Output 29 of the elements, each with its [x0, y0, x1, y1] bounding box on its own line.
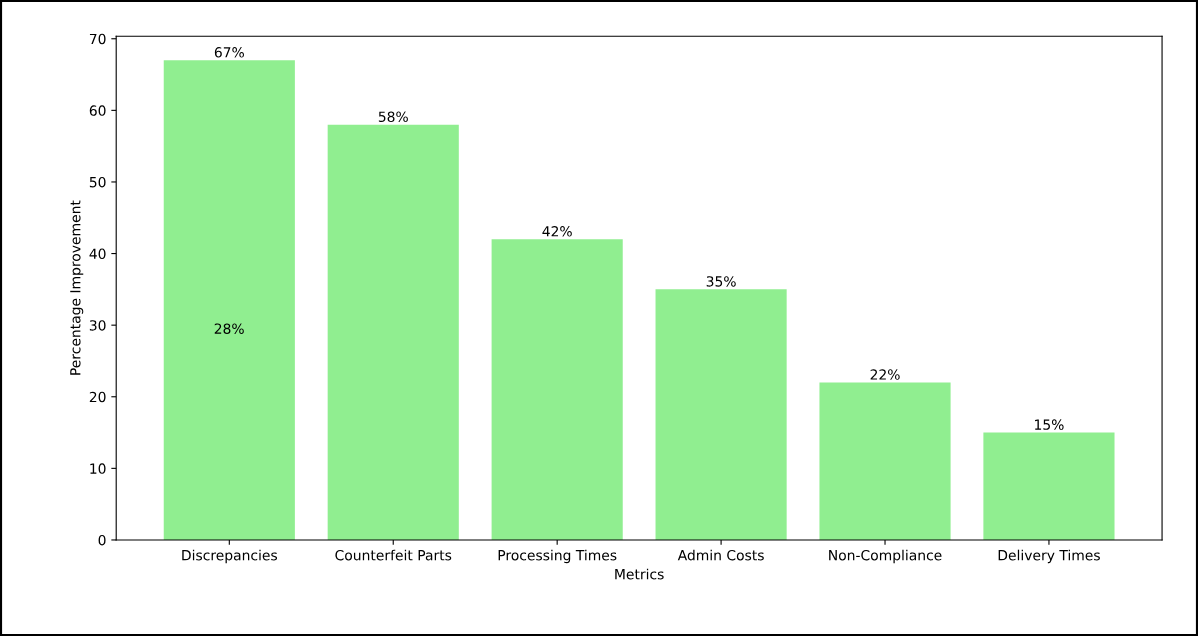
data-label: 42% [542, 226, 572, 237]
y-tick-label: 30 [89, 320, 106, 331]
data-label: 15% [1035, 419, 1064, 430]
y-tick-label: 20 [89, 391, 106, 403]
x-axis-title: Metrics [615, 568, 664, 580]
bar [491, 239, 623, 540]
bar [819, 382, 951, 540]
data-label: 58% [378, 111, 408, 122]
y-tick-label: 60 [89, 105, 106, 116]
x-tick-label: Delivery Times [998, 549, 1100, 564]
x-tick-label: Processing Times [498, 549, 617, 564]
x-tick-label: Non-Compliance [829, 549, 942, 564]
annotation: 28% [214, 323, 244, 334]
bar [163, 60, 295, 540]
x-tick-label: Admin Costs [677, 549, 764, 561]
x-tick-label: Discrepancies [182, 549, 278, 564]
y-tick-label: 10 [90, 463, 106, 474]
y-axis-title: Percentage Improvement [70, 200, 84, 375]
data-label: 22% [870, 369, 900, 380]
bar [983, 432, 1115, 540]
data-label: 67% [214, 47, 244, 58]
y-tick-label: 0 [98, 534, 106, 546]
data-label: 35% [706, 276, 736, 287]
y-tick-label: 40 [89, 248, 106, 260]
y-tick-label: 70 [89, 33, 106, 45]
bar [655, 289, 787, 540]
bar [327, 124, 459, 540]
x-tick-label: Counterfeit Parts [335, 549, 452, 561]
y-tick-label: 50 [89, 176, 106, 188]
